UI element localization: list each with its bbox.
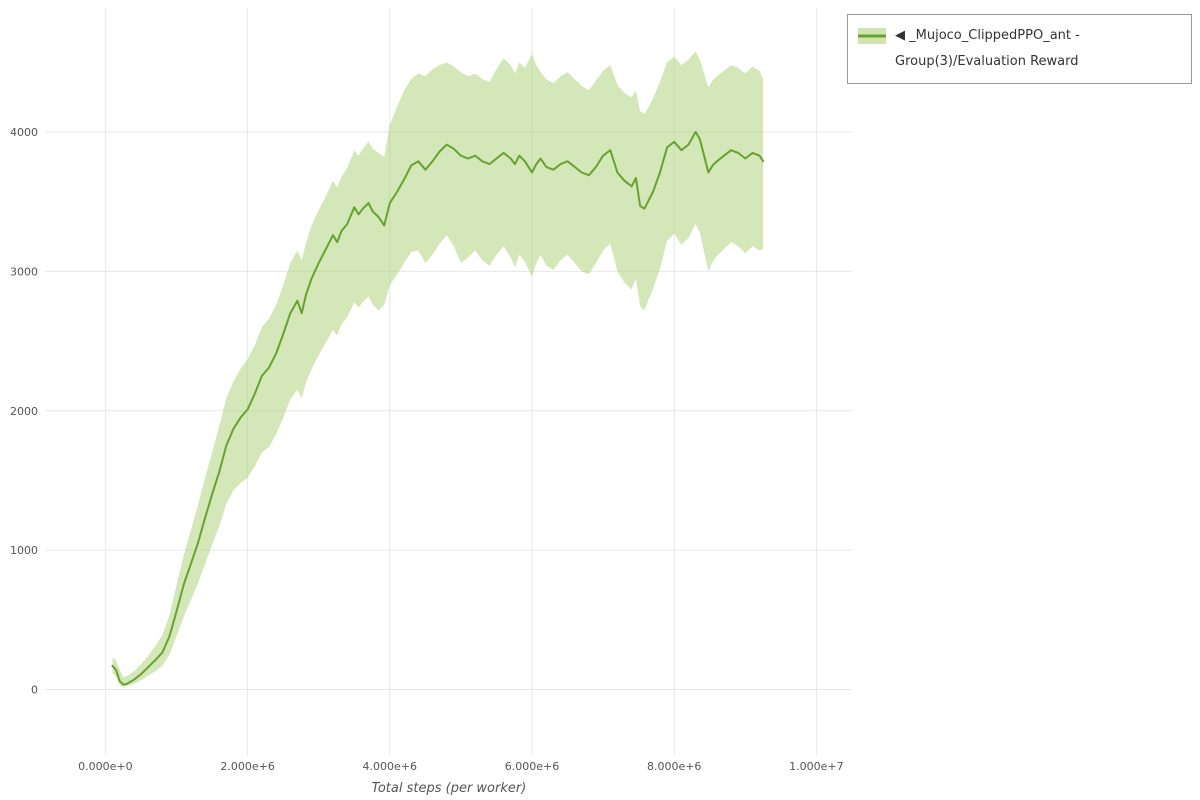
legend-item-evaluation-reward[interactable]: ◀ _Mujoco_ClippedPPO_ant - Group(3)/Eval… <box>847 14 1192 84</box>
x-tick-label: 8.000e+6 <box>647 760 701 773</box>
x-tick-label: 0.000e+0 <box>78 760 132 773</box>
legend-swatch-icon <box>858 28 886 44</box>
y-tick-label: 4000 <box>10 126 38 139</box>
legend-label: ◀ _Mujoco_ClippedPPO_ant - Group(3)/Eval… <box>895 28 1080 69</box>
y-tick-label: 1000 <box>10 544 38 557</box>
confidence-band <box>112 51 764 687</box>
y-tick-label: 3000 <box>10 265 38 278</box>
x-tick-label: 6.000e+6 <box>505 760 559 773</box>
y-tick-label: 2000 <box>10 405 38 418</box>
x-tick-label: 4.000e+6 <box>363 760 417 773</box>
legend-swatch-line <box>858 34 886 38</box>
x-tick-label: 2.000e+6 <box>220 760 274 773</box>
y-tick-label: 0 <box>31 684 38 697</box>
x-axis-title: Total steps (per worker) <box>372 781 527 796</box>
x-tick-label: 1.000e+7 <box>789 760 843 773</box>
mean-reward-line <box>111 131 765 686</box>
